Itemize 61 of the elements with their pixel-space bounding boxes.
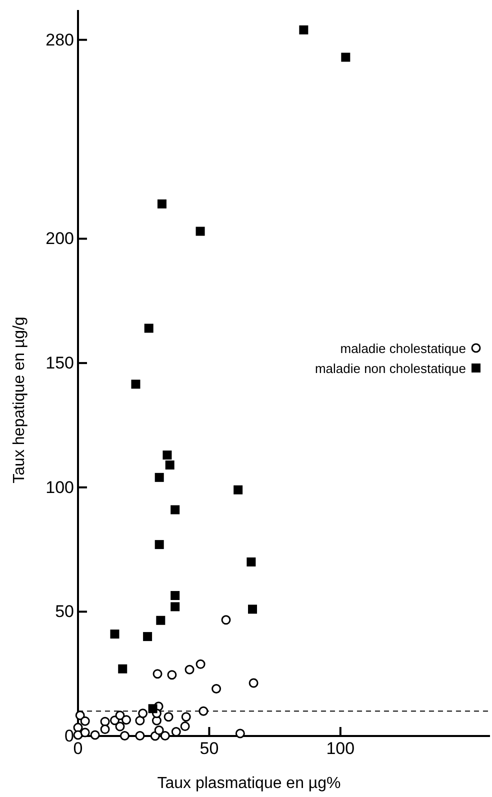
point xyxy=(110,630,120,639)
point xyxy=(100,716,110,726)
point xyxy=(160,731,170,740)
x-axis-title: Taux plasmatique en µg% xyxy=(157,775,341,792)
point xyxy=(122,715,132,725)
y-tick-label: 100 xyxy=(46,478,74,497)
point xyxy=(115,722,125,732)
y-tick-label: 0 xyxy=(64,726,74,746)
point xyxy=(118,664,128,674)
point xyxy=(154,540,164,550)
point xyxy=(152,669,162,679)
point xyxy=(75,710,85,720)
point xyxy=(100,724,110,734)
point xyxy=(170,591,180,600)
point xyxy=(120,731,130,740)
point xyxy=(148,704,158,714)
point xyxy=(157,199,166,208)
point xyxy=(248,678,258,688)
point xyxy=(154,472,164,482)
point xyxy=(138,708,148,718)
point xyxy=(198,706,208,716)
point xyxy=(184,664,194,674)
point xyxy=(196,226,205,236)
point xyxy=(299,25,308,34)
point xyxy=(90,730,100,740)
point xyxy=(162,450,172,460)
point xyxy=(80,728,90,738)
point xyxy=(143,632,152,642)
point xyxy=(131,380,140,389)
y-tick-label: 200 xyxy=(46,229,74,248)
x-tick-label: 100 xyxy=(326,739,355,758)
point xyxy=(167,670,177,680)
point xyxy=(165,460,174,470)
point xyxy=(341,52,350,62)
y-tick-label: 50 xyxy=(55,602,74,622)
y-axis-title: Taux hepatique en µg/g xyxy=(11,316,28,484)
point xyxy=(234,485,243,494)
point xyxy=(135,716,145,726)
x-tick-label: 50 xyxy=(200,739,219,758)
point xyxy=(154,726,164,736)
point xyxy=(156,616,166,625)
point xyxy=(235,728,245,738)
point xyxy=(80,716,90,726)
y-tick-label: 280 xyxy=(46,30,74,50)
point xyxy=(221,615,231,625)
point xyxy=(246,557,256,566)
point xyxy=(170,602,180,612)
point xyxy=(115,710,125,720)
y-tick-label: 150 xyxy=(46,353,74,372)
point xyxy=(248,604,258,614)
point xyxy=(144,324,154,333)
point xyxy=(73,730,83,740)
point xyxy=(180,722,190,732)
legend-label: maladie cholestatique xyxy=(340,341,466,356)
legend-label: maladie non cholestatique xyxy=(314,361,466,376)
point xyxy=(212,684,222,694)
point xyxy=(170,505,180,514)
point xyxy=(181,712,191,722)
point xyxy=(135,731,145,740)
point xyxy=(196,659,206,669)
point xyxy=(164,712,174,722)
